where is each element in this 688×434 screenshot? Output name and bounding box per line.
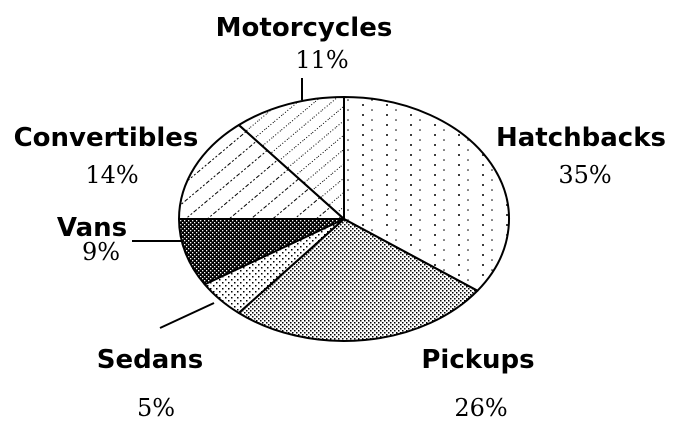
pie-slice-convertibles <box>178 124 345 220</box>
slice-value-sedans: 5% <box>137 394 175 422</box>
slice-value-hatchbacks: 35% <box>558 161 611 189</box>
slice-label-convertibles: Convertibles <box>14 123 199 153</box>
slice-value-vans: 9% <box>82 238 120 266</box>
slice-labels: Motorcycles 11% Convertibles 14% Hatchba… <box>14 13 666 422</box>
slice-label-vans: Vans <box>57 213 127 243</box>
leader-lines <box>132 78 303 329</box>
pie-slice-hatchbacks <box>343 96 510 292</box>
slice-label-pickups: Pickups <box>421 345 534 375</box>
pie-slices <box>178 96 510 342</box>
slice-label-motorcycles: Motorcycles <box>216 13 393 43</box>
slice-value-motorcycles: 11% <box>295 46 348 74</box>
slice-label-sedans: Sedans <box>97 345 204 375</box>
leader-line-sedans <box>159 302 215 329</box>
pie-slice-vans <box>178 218 345 286</box>
slice-label-hatchbacks: Hatchbacks <box>496 123 666 153</box>
pie-slice-pickups <box>237 218 479 342</box>
slice-value-convertibles: 14% <box>85 161 138 189</box>
pie-slice-motorcycles <box>237 96 345 220</box>
slice-value-pickups: 26% <box>454 394 507 422</box>
